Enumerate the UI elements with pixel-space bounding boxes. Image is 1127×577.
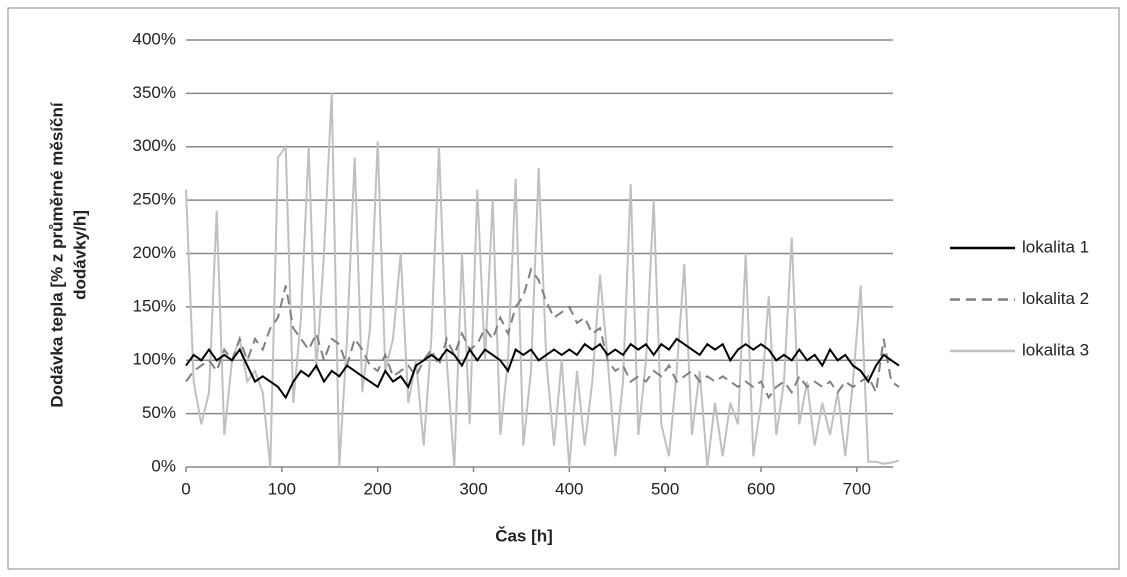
series-line	[185, 337, 900, 400]
x-tick-label: 200	[363, 479, 391, 498]
x-tick-label: 0	[181, 479, 190, 498]
legend-label: lokalita 2	[1022, 289, 1089, 308]
x-axis-label: Čas [h]	[495, 526, 553, 545]
y-tick-label: 150%	[133, 296, 176, 315]
y-tick-label: 350%	[133, 83, 176, 102]
y-tick-label: 400%	[133, 29, 176, 48]
y-axis-label-line: dodávky/h]	[70, 210, 89, 300]
x-tick-label: 400	[555, 479, 583, 498]
x-tick-label: 500	[651, 479, 679, 498]
series-line	[185, 93, 900, 468]
y-tick-label: 200%	[133, 243, 176, 262]
y-tick-label: 50%	[142, 403, 176, 422]
y-tick-label: 100%	[133, 350, 176, 369]
legend-label: lokalita 3	[1022, 340, 1089, 359]
y-tick-label: 300%	[133, 136, 176, 155]
y-tick-label: 250%	[133, 190, 176, 209]
y-tick-label: 0%	[151, 456, 176, 475]
chart-frame	[7, 7, 1120, 570]
x-tick-label: 700	[843, 479, 871, 498]
x-tick-label: 100	[268, 479, 296, 498]
legend-label: lokalita 1	[1022, 237, 1089, 256]
series-line	[185, 267, 900, 400]
x-tick-label: 600	[747, 479, 775, 498]
x-tick-label: 300	[459, 479, 487, 498]
y-axis-label-line: Dodávka tepla [% z průměrné měsíční	[47, 101, 66, 407]
y-axis-label: Dodávka tepla [% z průměrné měsíční dodá…	[47, 101, 89, 407]
